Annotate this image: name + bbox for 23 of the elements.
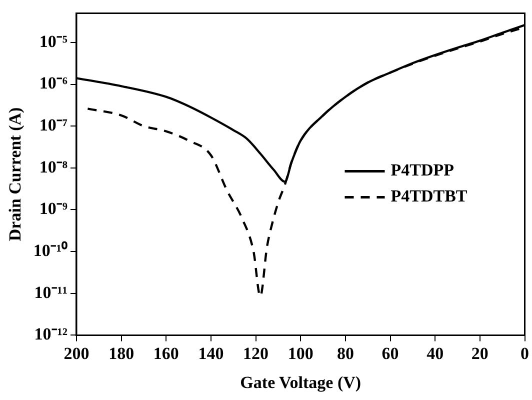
y-tick-label: 10⁻¹¹ [34, 282, 68, 302]
x-tick-label: 0 [520, 344, 529, 363]
x-tick-label: 200 [64, 344, 90, 363]
x-tick-label: 60 [382, 344, 399, 363]
x-tick-label: 140 [198, 344, 224, 363]
x-tick-label: 160 [153, 344, 179, 363]
y-tick-label: 10⁻⁷ [39, 115, 68, 134]
x-tick-label: 100 [288, 344, 314, 363]
x-tick-label: 40 [426, 344, 444, 363]
y-tick-label: 10⁻⁵ [39, 32, 68, 51]
y-tick-label: 10⁻⁹ [39, 199, 68, 218]
y-tick-label: 10⁻⁸ [39, 157, 68, 176]
x-axis-title: Gate Voltage (V) [240, 373, 362, 392]
x-tick-label: 180 [108, 344, 134, 363]
y-axis-title: Drain Current (A) [6, 107, 25, 242]
x-tick-label: 20 [471, 344, 488, 363]
x-tick-label: 80 [336, 344, 354, 363]
y-tick-label: 10⁻¹² [34, 324, 68, 344]
x-tick-label: 120 [243, 344, 269, 363]
y-tick-label: 10⁻⁶ [39, 74, 68, 93]
legend-label: P4TDPP [390, 160, 454, 180]
y-tick-label: 10⁻¹⁰ [33, 240, 68, 260]
legend-label: P4TDTBT [390, 186, 468, 206]
